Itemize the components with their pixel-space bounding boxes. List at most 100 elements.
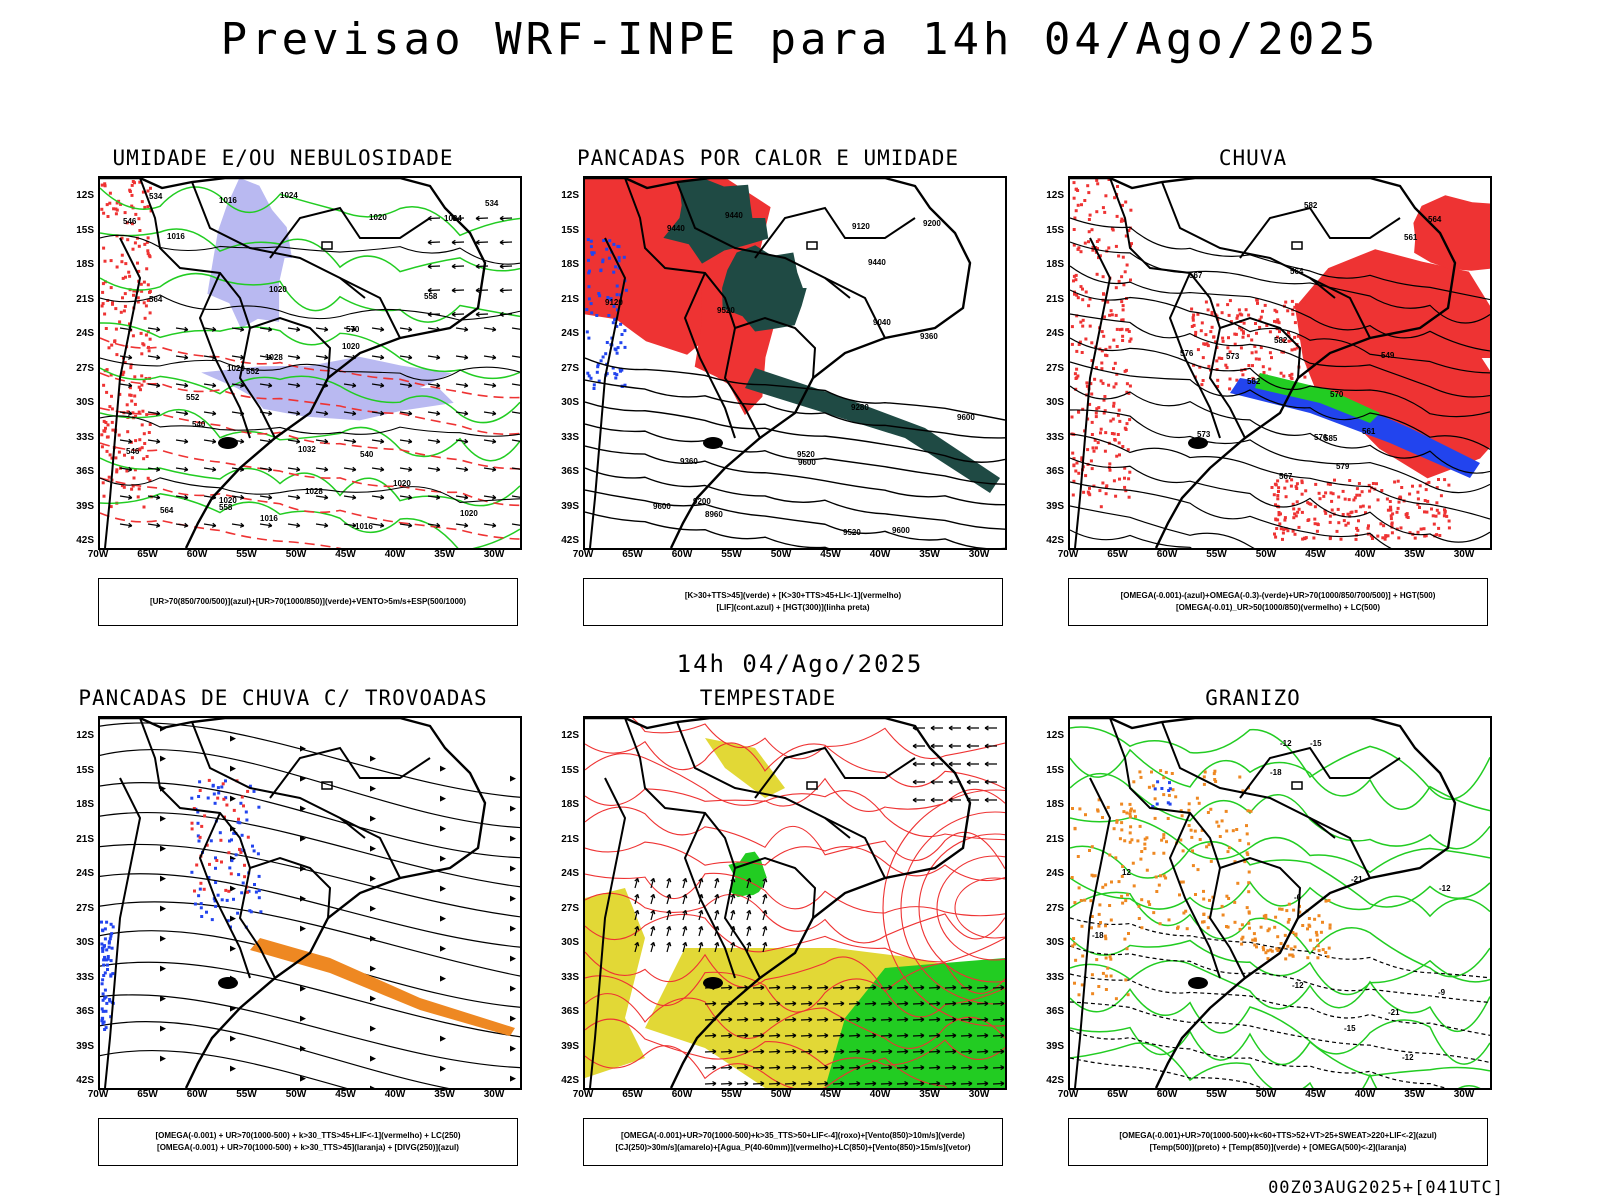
divergence-pixel xyxy=(109,934,113,938)
lat-tick-label: 39S xyxy=(76,500,94,512)
rain-humidity-pixel xyxy=(1086,184,1090,188)
wind-vector-icon xyxy=(666,877,672,889)
omega-pixel xyxy=(1140,850,1144,853)
red-contour-dot xyxy=(110,456,114,460)
wind-arrow-icon xyxy=(119,522,133,528)
rain-humidity-pixel xyxy=(1103,315,1106,319)
rain-humidity-pixel xyxy=(1104,347,1108,351)
red-contour-dot xyxy=(136,261,139,265)
map-frame: 1016 1016 1020 1020 1016 1016 1020 1020 1024 1020… xyxy=(98,176,522,550)
hgt500-contour xyxy=(1070,337,1490,418)
streamline-arrow-icon xyxy=(160,845,166,852)
red-contour-dot xyxy=(111,428,115,432)
rain-humidity-pixel xyxy=(1096,441,1100,445)
lat-tick-label: 27S xyxy=(1046,902,1064,914)
rain-humidity-pixel xyxy=(1091,446,1095,450)
rain-humidity-pixel xyxy=(1088,213,1092,217)
lon-tick-label: 65W xyxy=(137,1089,158,1100)
wind-vector-icon xyxy=(762,909,768,921)
omega-pixel xyxy=(1132,809,1136,813)
lon-tick-label: 30W xyxy=(968,1089,990,1100)
red-contour-dot xyxy=(120,253,124,257)
omega-pixel xyxy=(1128,815,1132,819)
wind-arrow-icon xyxy=(175,494,189,500)
hgt500-contour xyxy=(1070,505,1255,548)
omega-pixel xyxy=(1071,944,1075,948)
streamline-arrow-icon xyxy=(510,925,516,932)
omega-pixel xyxy=(1224,809,1228,813)
lif-contour-dot xyxy=(619,322,623,326)
omega-pixel xyxy=(1143,847,1147,851)
thunderstorm-pixel xyxy=(190,827,194,831)
omega-pixel xyxy=(1073,942,1077,946)
lif-contour-dot xyxy=(615,373,619,377)
contour-label: 9440 xyxy=(725,211,743,220)
red-contour-dot xyxy=(123,211,127,215)
rain-humidity-pixel xyxy=(1375,482,1378,486)
thunderstorm-pixel xyxy=(195,863,199,867)
wind-vector-icon xyxy=(832,1001,845,1007)
rain-humidity-pixel xyxy=(1120,327,1124,331)
rain-humidity-pixel xyxy=(1090,467,1094,471)
rain-humidity-pixel xyxy=(1408,492,1412,496)
rain-humidity-pixel xyxy=(1400,486,1404,489)
rain-humidity-pixel xyxy=(1237,308,1241,312)
wind-vector-icon xyxy=(736,1001,749,1007)
omega-pixel xyxy=(1247,870,1251,874)
wind-vector-icon xyxy=(784,1017,797,1023)
lat-tick-label: 27S xyxy=(76,362,94,374)
red-contour-dot xyxy=(139,331,143,335)
omega-pixel xyxy=(1209,859,1213,863)
rain-humidity-pixel xyxy=(1207,364,1211,368)
omega-pixel xyxy=(1158,922,1162,926)
thunderstorm-pixel xyxy=(240,795,244,799)
wind-arrow-icon xyxy=(427,494,441,500)
contour-label: -12 xyxy=(1439,884,1451,893)
rain-humidity-pixel xyxy=(1098,254,1102,258)
lon-tick-label: 35W xyxy=(1404,1089,1425,1100)
rain-humidity-pixel xyxy=(1075,293,1079,297)
temp500-contour xyxy=(1070,973,1490,1036)
rain-humidity-pixel xyxy=(1105,484,1109,488)
omega-pixel xyxy=(1181,849,1185,853)
lat-tick-label: 12S xyxy=(1046,730,1064,741)
contour-label: 1024 xyxy=(444,214,462,223)
streamline-arrow-icon xyxy=(160,815,166,822)
lon-tick-label: 50W xyxy=(770,1089,792,1100)
divergence-pixel xyxy=(216,786,220,790)
wind-vector-icon xyxy=(704,1065,717,1071)
rain-humidity-pixel xyxy=(1227,336,1230,340)
wind-vector-icon xyxy=(896,1001,909,1007)
lif-contour-dot xyxy=(592,251,596,255)
lon-tick-label: 55W xyxy=(721,1089,742,1100)
rain-humidity-pixel xyxy=(1282,528,1286,531)
thunderstorm-pixel xyxy=(224,888,228,892)
omega-pixel xyxy=(1203,770,1207,774)
rain-humidity-pixel xyxy=(1201,356,1205,360)
country-border xyxy=(824,277,886,339)
rain-humidity-pixel xyxy=(1283,486,1287,490)
lake-feature xyxy=(218,977,238,989)
contour-label: 9520 xyxy=(843,528,861,537)
omega-pixel xyxy=(1221,913,1225,917)
red-contour-dot xyxy=(147,253,151,257)
rain-humidity-pixel xyxy=(1293,305,1297,309)
divergence-pixel xyxy=(236,911,240,915)
red-contour-dot xyxy=(146,283,150,287)
wind-vector-icon xyxy=(768,1049,781,1055)
omega-pixel xyxy=(1090,915,1094,918)
rain-humidity-pixel xyxy=(1419,527,1423,531)
divergence-pixel xyxy=(102,963,106,967)
wind850-area xyxy=(825,958,1005,1088)
rain-humidity-pixel xyxy=(1128,470,1132,474)
rain-humidity-pixel xyxy=(1097,238,1101,242)
red-contour-dot xyxy=(126,410,130,414)
rain-humidity-pixel xyxy=(1075,314,1079,318)
omega-pixel xyxy=(1097,924,1101,928)
rain-humidity-pixel xyxy=(1331,492,1335,496)
omega-pixel xyxy=(1262,914,1266,918)
omega-pixel xyxy=(1127,932,1130,935)
rain-humidity-pixel xyxy=(1317,491,1321,495)
omega-pixel xyxy=(1255,945,1258,949)
wind-vector-icon xyxy=(930,779,944,785)
